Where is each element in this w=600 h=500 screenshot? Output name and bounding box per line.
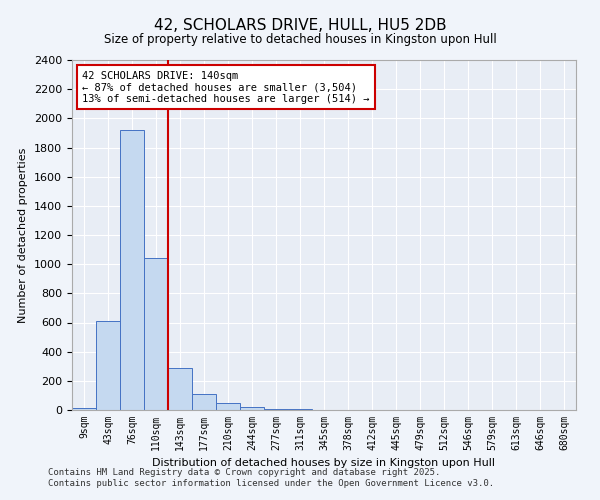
Bar bbox=[72, 408, 96, 410]
Text: 42 SCHOLARS DRIVE: 140sqm
← 87% of detached houses are smaller (3,504)
13% of se: 42 SCHOLARS DRIVE: 140sqm ← 87% of detac… bbox=[82, 70, 370, 104]
Bar bbox=[144, 258, 168, 410]
Bar bbox=[216, 404, 240, 410]
Text: 42, SCHOLARS DRIVE, HULL, HU5 2DB: 42, SCHOLARS DRIVE, HULL, HU5 2DB bbox=[154, 18, 446, 32]
Bar bbox=[96, 321, 120, 410]
Bar bbox=[120, 130, 144, 410]
X-axis label: Distribution of detached houses by size in Kingston upon Hull: Distribution of detached houses by size … bbox=[152, 458, 496, 468]
Y-axis label: Number of detached properties: Number of detached properties bbox=[19, 148, 28, 322]
Bar bbox=[240, 407, 264, 410]
Text: Contains HM Land Registry data © Crown copyright and database right 2025.
Contai: Contains HM Land Registry data © Crown c… bbox=[48, 468, 494, 487]
Text: Size of property relative to detached houses in Kingston upon Hull: Size of property relative to detached ho… bbox=[104, 32, 496, 46]
Bar bbox=[192, 394, 216, 410]
Bar bbox=[264, 408, 288, 410]
Bar bbox=[168, 368, 192, 410]
